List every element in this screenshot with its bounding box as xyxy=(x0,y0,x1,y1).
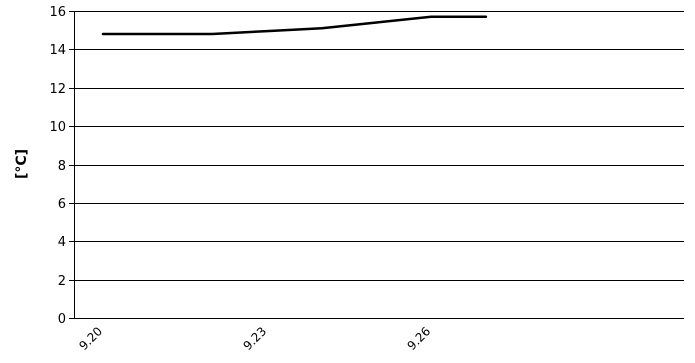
y-tick-label-10: 10 xyxy=(49,120,66,135)
axes xyxy=(69,11,75,319)
y-tick-label-6: 6 xyxy=(58,197,66,212)
x-tick-label-9.26: 9.26 xyxy=(405,324,434,353)
y-tick-label-8: 8 xyxy=(58,159,66,174)
y-axis-label: [°C] xyxy=(14,149,30,179)
y-tick-labels: 0 2 4 6 8 10 12 14 16 xyxy=(49,5,66,327)
y-tick-label-2: 2 xyxy=(58,274,66,289)
x-tick-label-9.20: 9.20 xyxy=(76,324,105,353)
y-tick-label-4: 4 xyxy=(58,235,66,250)
y-tick-label-12: 12 xyxy=(49,82,66,97)
x-tick-labels: 9.20 9.23 9.26 xyxy=(76,324,433,353)
y-tick-label-14: 14 xyxy=(49,43,66,58)
data-series xyxy=(101,15,488,36)
y-tick-label-16: 16 xyxy=(49,5,66,20)
grid-lines xyxy=(74,11,684,319)
series-line-0 xyxy=(101,15,488,36)
x-tick-label-9.23: 9.23 xyxy=(240,324,269,353)
y-tick-label-0: 0 xyxy=(58,312,66,327)
